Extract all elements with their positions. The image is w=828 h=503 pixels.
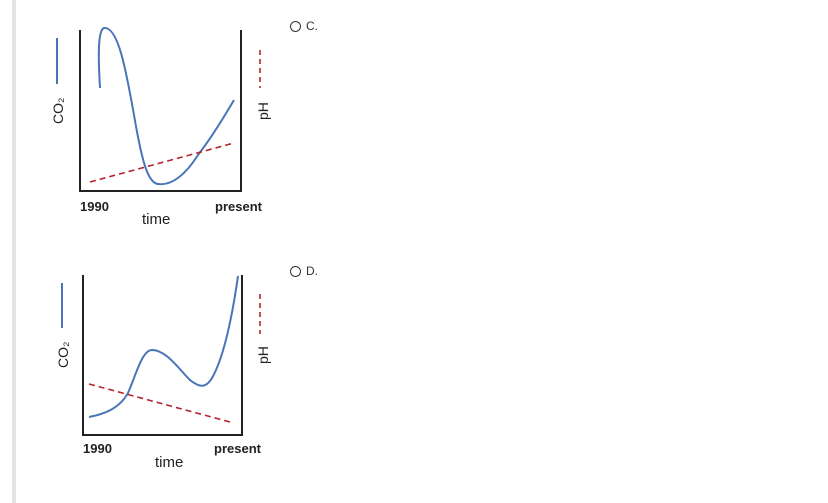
chart-c-co2-label: CO₂ — [50, 98, 66, 124]
radio-d[interactable] — [290, 265, 301, 277]
chart-d-ph-line — [88, 383, 231, 423]
option-c-label: C. — [306, 19, 318, 33]
chart-c-x-end-label: present — [215, 199, 263, 214]
chart-c-ph-label: pH — [255, 102, 271, 120]
chart-d: CO₂ pH 1990 present time — [55, 275, 271, 471]
chart-d-xlabel: time — [155, 454, 183, 471]
chart-c-ph-line — [89, 142, 235, 183]
chart-d-x-end-label: present — [214, 441, 262, 456]
chart-d-ph-label: pH — [255, 346, 271, 364]
chart-d-co2-curve — [88, 275, 239, 418]
chart-c-co2-curve — [97, 27, 235, 186]
chart-c: CO₂ pH 1990 present time — [50, 27, 271, 228]
option-c[interactable]: C. — [290, 19, 318, 33]
radio-c[interactable] — [290, 20, 301, 32]
chart-c-xlabel: time — [142, 211, 170, 228]
chart-d-co2-label: CO₂ — [55, 342, 71, 368]
option-d[interactable]: D. — [290, 264, 318, 278]
chart-c-x-start-label: 1990 — [80, 199, 109, 214]
chart-d-x-start-label: 1990 — [83, 441, 112, 456]
option-d-label: D. — [306, 264, 318, 278]
left-border — [12, 0, 16, 503]
